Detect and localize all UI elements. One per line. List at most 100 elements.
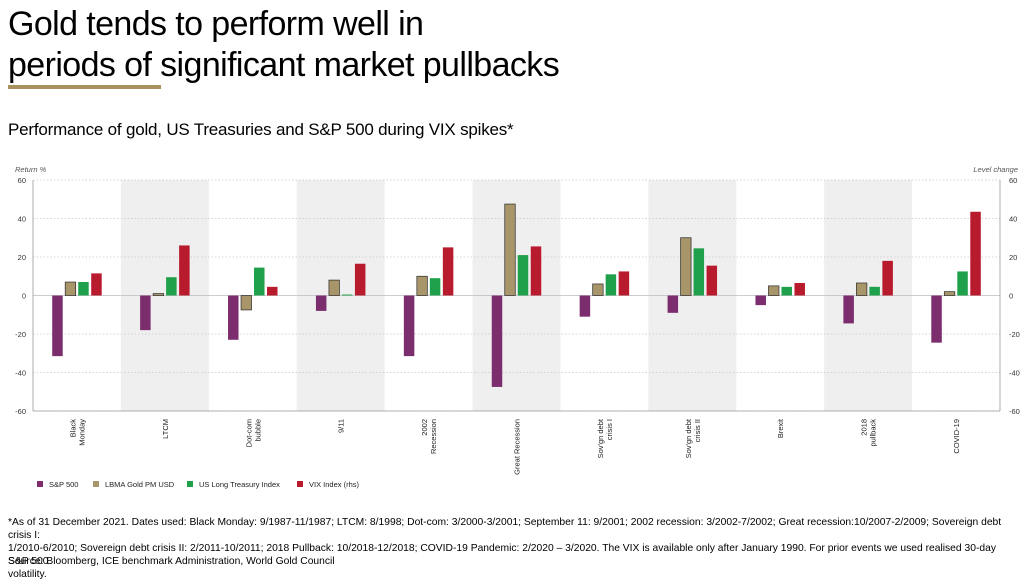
x-category-label-line: Great Recession [513,419,522,475]
y-tick-label-left: 40 [18,215,26,224]
bar-s-p-500 [491,295,503,387]
x-category-label-line: Recession [429,419,438,454]
bar-lbma-gold-pm-usd [240,295,252,311]
left-axis-label: Return % [15,165,47,174]
y-tick-label-right: 0 [1009,292,1013,301]
bar-s-p-500 [315,295,327,311]
bar-s-p-500 [403,295,415,357]
bar-us-long-treasury-index [957,271,968,296]
x-category-label: 2002Recession [420,419,438,454]
bar-lbma-gold-pm-usd [152,293,164,296]
footnote: *As of 31 December 2021. Dates used: Bla… [8,516,1018,581]
bar-vix-index-rhs- [706,265,718,296]
title-line-1: Gold tends to perform well in [8,5,424,43]
bar-vix-index-rhs- [970,211,981,296]
bar-vix-index-rhs- [882,260,893,296]
y-tick-label-left: 60 [18,176,26,185]
x-category-label-line: 2018 [860,419,869,436]
x-category-label-line: Dot-com [244,419,253,447]
bar-s-p-500 [52,295,63,357]
bar-us-long-treasury-index [429,278,441,296]
legend-label: LBMA Gold PM USD [105,480,175,489]
bar-s-p-500 [140,295,151,331]
bar-us-long-treasury-index [78,282,89,296]
y-tick-label-right: -60 [1009,407,1020,416]
y-tick-label-left: -40 [15,369,26,378]
x-category-label: Dot-combubble [244,419,262,447]
right-axis-label: Level change [973,165,1018,174]
bar-us-long-treasury-index [341,294,353,296]
vix-spike-bar-chart: -60 -60 -40 -40 -20 -20 0 0 20 20 40 40 60 60 Return %… [15,165,1020,489]
x-category-label: Great Recession [513,419,522,475]
y-tick-label-right: -40 [1009,369,1020,378]
source-note: Source: Bloomberg, ICE benchmark Adminis… [8,556,335,567]
chart-subtitle: Performance of gold, US Treasuries and S… [8,120,514,139]
footnote-line-2: 1/2010-6/2010; Sovereign debt crisis II:… [8,543,996,567]
legend-swatch [37,481,43,487]
legend-label: VIX Index (rhs) [309,480,360,489]
x-category-label: Sov'gn debtcrisis I [596,418,614,458]
bar-lbma-gold-pm-usd [416,275,428,296]
bar-vix-index-rhs- [530,246,542,296]
bar-us-long-treasury-index [605,274,617,296]
x-category-label: Brexit [776,418,785,438]
legend-swatch [93,481,99,487]
bar-lbma-gold-pm-usd [856,282,868,296]
bar-us-long-treasury-index [693,248,705,296]
bar-us-long-treasury-index [781,286,792,296]
y-tick-label-left: 20 [18,253,26,262]
x-category-label-line: Black [68,419,77,438]
legend-swatch [187,481,193,487]
y-tick-label-right: 20 [1009,253,1017,262]
x-category-label: Sov'gn debtcrisis II [684,418,702,458]
bar-lbma-gold-pm-usd [64,281,77,296]
bar-lbma-gold-pm-usd [768,285,780,296]
x-category-label-line: crisis I [605,419,614,440]
y-tick-label-left: -20 [15,330,26,339]
bar-us-long-treasury-index [254,267,265,296]
bar-s-p-500 [667,295,679,313]
x-category-label-line: COVID-19 [952,419,961,454]
x-category-label: LTCM [161,419,170,439]
bar-s-p-500 [755,295,766,306]
y-tick-label-right: 40 [1009,215,1017,224]
bar-lbma-gold-pm-usd [328,279,340,296]
legend-swatch [297,481,303,487]
bar-vix-index-rhs- [442,247,454,296]
y-tick-label-right: 60 [1009,176,1017,185]
page-title: Gold tends to perform well in periods of… [8,4,560,86]
legend-label: S&P 500 [49,480,78,489]
bar-s-p-500 [931,295,942,343]
x-category-label-line: Sov'gn debt [596,418,605,458]
x-category-label-line: crisis II [693,419,702,442]
footnote-line-1: *As of 31 December 2021. Dates used: Bla… [8,517,1002,541]
title-line-2: periods of significant market pullbacks [8,46,560,84]
title-underline [8,85,161,89]
bar-s-p-500 [228,295,239,340]
bar-vix-index-rhs- [179,245,190,296]
x-category-label-line: pullback [869,419,878,447]
bar-lbma-gold-pm-usd [680,237,692,296]
y-tick-label-left: 0 [22,292,26,301]
bar-lbma-gold-pm-usd [943,291,956,296]
bar-vix-index-rhs- [794,282,805,296]
bar-us-long-treasury-index [166,277,177,296]
y-tick-label-right: -20 [1009,330,1020,339]
x-category-label-line: Sov'gn debt [684,418,693,458]
bar-lbma-gold-pm-usd [592,283,604,296]
x-category-label-line: bubble [253,419,262,442]
x-category-label: COVID-19 [952,419,961,454]
x-category-label-line: 2002 [420,419,429,436]
bar-vix-index-rhs- [91,273,102,296]
x-category-label-line: 9/11 [337,419,346,433]
x-category-label-line: LTCM [161,419,170,439]
bar-us-long-treasury-index [869,286,880,296]
bar-vix-index-rhs- [354,263,366,296]
x-category-label-line: Monday [77,419,86,446]
bar-s-p-500 [843,295,854,324]
y-tick-label-left: -60 [15,407,26,416]
bar-vix-index-rhs- [267,286,278,296]
bar-lbma-gold-pm-usd [504,203,516,296]
x-category-label: 2018pullback [860,419,878,447]
bar-us-long-treasury-index [517,255,529,296]
